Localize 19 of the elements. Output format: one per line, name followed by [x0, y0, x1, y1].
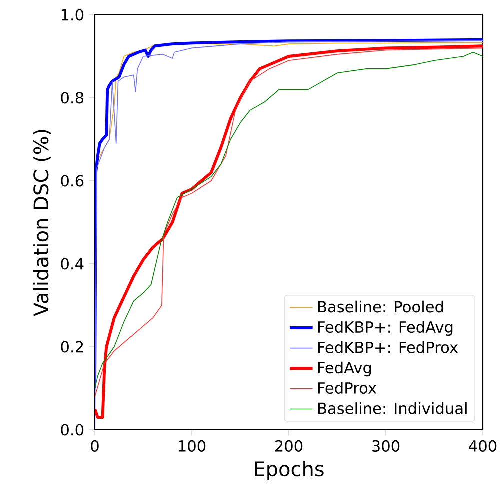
- y-tick-label: 1.0: [62, 9, 84, 21]
- y-tick-label: 0.6: [61, 175, 84, 187]
- y-tick-label: 0.2: [61, 341, 84, 353]
- y-tick-label: 0.8: [61, 92, 84, 104]
- x-tick-label: 300: [372, 440, 400, 452]
- legend-label: Baseline: Pooled: [318, 300, 444, 313]
- x-tick-label: 0: [91, 440, 99, 452]
- y-axis-title: Validation DSC (%): [33, 130, 52, 316]
- legend-label: FedAvg: [318, 362, 372, 377]
- legend-label: FedKBP+: FedProx: [318, 342, 458, 354]
- x-axis-title: Epochs: [255, 461, 324, 481]
- x-tick-label: 100: [179, 440, 206, 452]
- x-tick-label: 400: [469, 440, 497, 452]
- legend-label: Baseline: Individual: [318, 402, 467, 414]
- legend-label: FedProx: [318, 382, 377, 394]
- legend-label: FedKBP+: FedAvg: [318, 321, 453, 336]
- y-tick-label: 0.0: [61, 424, 84, 436]
- y-tick-label: 0.4: [61, 258, 84, 270]
- x-tick-label: 200: [276, 440, 303, 452]
